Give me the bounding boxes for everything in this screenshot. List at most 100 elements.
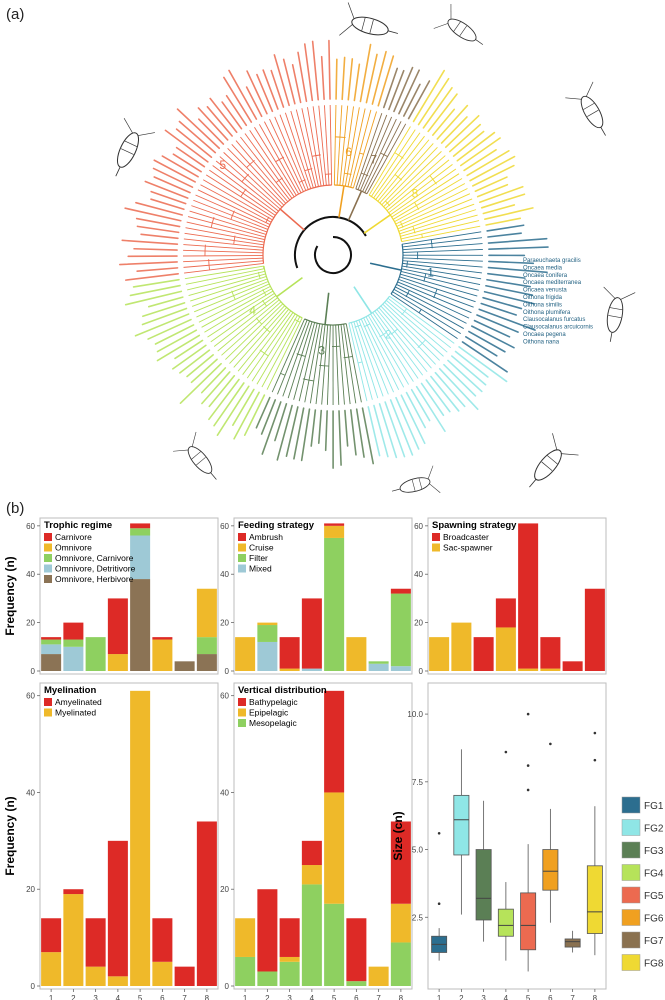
tree-leaf-label bbox=[476, 314, 519, 333]
tree-branch bbox=[223, 152, 283, 208]
tree-branch bbox=[360, 318, 395, 393]
tree-leaf-label bbox=[262, 69, 279, 110]
y-axis-label: Frequency (n) bbox=[3, 556, 17, 635]
tree-leaf-label bbox=[482, 296, 523, 310]
species-label: Paraeuchaeta gracilis bbox=[523, 258, 581, 264]
legend-swatch bbox=[238, 564, 246, 573]
bar-segment bbox=[279, 668, 300, 671]
x-tick-label: 2 bbox=[71, 994, 76, 1000]
tree-branch bbox=[395, 286, 467, 324]
tree-leaf-label bbox=[452, 130, 485, 157]
bar-segment bbox=[107, 654, 128, 671]
tree-leaf-label bbox=[150, 190, 187, 205]
tree-leaf-label bbox=[147, 318, 192, 340]
tree-branch bbox=[263, 326, 271, 333]
tree-branch bbox=[271, 318, 306, 393]
tree-branch bbox=[219, 156, 281, 210]
bar-segment bbox=[390, 588, 411, 594]
tree-leaf-label bbox=[350, 409, 357, 456]
bar-segment bbox=[196, 821, 217, 986]
tree-leaf-label bbox=[373, 404, 389, 458]
tree-branch bbox=[390, 243, 404, 295]
tree-branch bbox=[269, 118, 304, 192]
tree-branch bbox=[400, 273, 478, 297]
bar-segment bbox=[130, 523, 151, 529]
bar-segment bbox=[130, 528, 151, 536]
tree-branch bbox=[371, 129, 416, 197]
tree-leaf-label bbox=[388, 69, 405, 111]
tree-leaf-label bbox=[480, 193, 526, 209]
tree-branch bbox=[275, 156, 285, 163]
tree-leaf-label bbox=[488, 260, 535, 265]
tree-branch bbox=[398, 278, 474, 308]
legend-swatch bbox=[432, 533, 440, 541]
tree-branch bbox=[263, 121, 302, 193]
box-fg3 bbox=[475, 849, 492, 921]
bar-segment bbox=[107, 976, 128, 986]
tree-branch bbox=[384, 301, 444, 357]
tree-leaf-label bbox=[135, 217, 181, 228]
bar-segment bbox=[495, 627, 516, 671]
bar-segment bbox=[41, 637, 62, 640]
tree-leaf-label bbox=[443, 363, 477, 397]
bar-segment bbox=[41, 654, 62, 671]
species-label: Oncaea pegena bbox=[523, 332, 566, 338]
bar-segment bbox=[107, 840, 128, 977]
tree-leaf-label bbox=[486, 224, 525, 232]
legend-label: Mixed bbox=[249, 564, 272, 574]
tree-branch bbox=[227, 147, 285, 206]
bar-chart-feeding-strategy: 0 20 40 60 Feeding strategyAmbrushCruiseFilt… bbox=[220, 517, 413, 676]
bar-segment bbox=[152, 961, 173, 986]
bar-segment bbox=[346, 981, 367, 986]
panel-b-label: (b) bbox=[6, 500, 25, 517]
tree-leaf-label bbox=[175, 128, 213, 159]
tree-leaf-label bbox=[328, 39, 331, 100]
x-tick-label: 4 bbox=[504, 994, 509, 1000]
tree-leaf-label bbox=[440, 116, 468, 144]
tree-branch bbox=[399, 209, 477, 235]
x-tick-label: 6 bbox=[160, 994, 165, 1000]
legend-label: Cruise bbox=[249, 543, 274, 553]
bar-segment bbox=[346, 637, 367, 671]
tree-branch bbox=[429, 175, 437, 185]
tree-leaf-label bbox=[291, 63, 302, 104]
tree-branch bbox=[387, 297, 452, 349]
tree-leaf-label bbox=[135, 201, 184, 216]
tree-branch bbox=[373, 132, 421, 199]
tree-branch bbox=[353, 286, 373, 314]
tree-leaf-label bbox=[420, 382, 445, 417]
tree-leaf-label bbox=[208, 375, 236, 408]
tree-branch bbox=[350, 322, 373, 400]
bar-segment bbox=[562, 661, 583, 671]
tree-leaf-label bbox=[359, 43, 372, 103]
legend-swatch bbox=[238, 698, 246, 706]
tree-branch bbox=[255, 317, 263, 325]
box-outlier bbox=[437, 902, 441, 906]
tree-branch bbox=[258, 124, 300, 195]
tree-branch bbox=[190, 276, 267, 302]
tree-leaf-label bbox=[118, 261, 178, 266]
tree-leaf-label bbox=[140, 233, 179, 240]
legend-swatch bbox=[621, 886, 641, 904]
box-outlier bbox=[593, 731, 597, 735]
legend-label: Broadcaster bbox=[443, 532, 489, 542]
tree-branch bbox=[329, 105, 333, 186]
tree-clade-6: 6 bbox=[333, 43, 395, 218]
bar-segment bbox=[257, 625, 278, 642]
tree-leaf-label bbox=[412, 69, 446, 123]
tree-branch bbox=[298, 179, 306, 183]
tree-branch bbox=[266, 317, 303, 390]
tree-leaf-label bbox=[124, 290, 183, 306]
tree-leaf-label bbox=[487, 232, 522, 238]
tree-branch bbox=[382, 303, 440, 361]
tree-branch bbox=[276, 276, 303, 298]
legend-swatch bbox=[621, 796, 641, 814]
species-label: Oithona frigida bbox=[523, 295, 563, 301]
tree-branch bbox=[401, 308, 407, 316]
tree-branch bbox=[390, 328, 398, 335]
tree-branch bbox=[391, 173, 460, 218]
tree-clade-8: 8 bbox=[363, 69, 534, 242]
fg-legend: FG1 FG2 FG3 FG4 FG5 FG6 FG7 FG8 bbox=[621, 796, 664, 971]
tree-branch bbox=[392, 291, 461, 335]
tree-leaf-label bbox=[153, 159, 196, 183]
